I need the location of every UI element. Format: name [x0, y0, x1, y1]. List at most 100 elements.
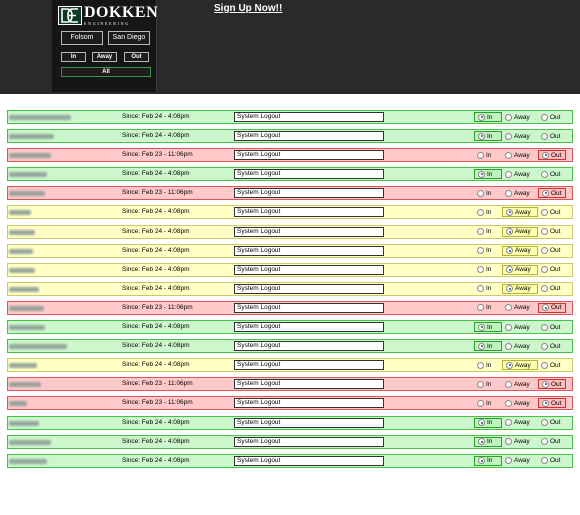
filter-all-button[interactable]: All [61, 67, 151, 77]
status-option-in[interactable]: In [474, 398, 502, 408]
status-message-field[interactable]: System Logout [234, 150, 384, 161]
status-message-field[interactable]: System Logout [234, 417, 384, 428]
radio-button-icon[interactable] [542, 151, 549, 159]
radio-button-icon[interactable] [478, 113, 485, 121]
radio-button-icon[interactable] [541, 438, 548, 446]
status-message-field[interactable]: System Logout [234, 455, 384, 466]
radio-button-icon[interactable] [506, 228, 513, 236]
status-option-away[interactable]: Away [502, 188, 538, 198]
status-option-out[interactable]: Out [538, 456, 566, 466]
status-option-out[interactable]: Out [538, 379, 566, 390]
filter-in-button[interactable]: In [61, 52, 86, 62]
radio-button-icon[interactable] [541, 266, 548, 274]
status-option-away[interactable]: Away [502, 150, 538, 160]
status-option-in[interactable]: In [474, 303, 502, 313]
status-option-away[interactable]: Away [502, 418, 538, 428]
status-option-away[interactable]: Away [502, 112, 538, 122]
radio-button-icon[interactable] [477, 151, 484, 159]
status-option-away[interactable]: Away [502, 437, 538, 447]
status-option-out[interactable]: Out [538, 169, 566, 179]
location-san-diego-button[interactable]: San Diego [108, 31, 150, 45]
radio-button-icon[interactable] [541, 323, 548, 331]
radio-button-icon[interactable] [477, 380, 484, 388]
radio-button-icon[interactable] [506, 361, 513, 369]
radio-button-icon[interactable] [478, 342, 485, 350]
status-option-in[interactable]: In [474, 322, 502, 333]
status-option-out[interactable]: Out [538, 112, 566, 122]
location-folsom-button[interactable]: Folsom [61, 31, 103, 45]
status-message-field[interactable]: System Logout [234, 322, 384, 333]
status-option-in[interactable]: In [474, 436, 502, 447]
status-option-out[interactable]: Out [538, 302, 566, 313]
radio-button-icon[interactable] [505, 132, 512, 140]
status-option-in[interactable]: In [474, 169, 502, 180]
status-option-in[interactable]: In [474, 360, 502, 370]
radio-button-icon[interactable] [542, 304, 549, 312]
status-option-away[interactable]: Away [502, 169, 538, 179]
status-option-in[interactable]: In [474, 112, 502, 122]
radio-button-icon[interactable] [541, 228, 548, 236]
status-option-away[interactable]: Away [502, 456, 538, 466]
radio-button-icon[interactable] [505, 399, 512, 407]
radio-button-icon[interactable] [477, 285, 484, 293]
radio-button-icon[interactable] [477, 228, 484, 236]
status-message-field[interactable]: System Logout [234, 360, 384, 371]
status-option-out[interactable]: Out [538, 284, 566, 294]
status-message-field[interactable]: System Logout [234, 245, 384, 256]
status-option-out[interactable]: Out [538, 207, 566, 217]
radio-button-icon[interactable] [541, 361, 548, 369]
radio-button-icon[interactable] [505, 113, 512, 121]
status-option-in[interactable]: In [474, 417, 502, 428]
status-option-in[interactable]: In [474, 455, 502, 466]
status-option-away[interactable]: Away [502, 303, 538, 313]
status-message-field[interactable]: System Logout [234, 264, 384, 275]
status-message-field[interactable]: System Logout [234, 226, 384, 237]
radio-button-icon[interactable] [541, 419, 548, 426]
radio-button-icon[interactable] [541, 170, 548, 178]
status-message-field[interactable]: System Logout [234, 169, 384, 180]
status-message-field[interactable]: System Logout [234, 302, 384, 313]
radio-button-icon[interactable] [478, 170, 485, 178]
radio-button-icon[interactable] [542, 380, 549, 388]
radio-button-icon[interactable] [478, 457, 485, 465]
radio-button-icon[interactable] [505, 438, 512, 446]
status-option-in[interactable]: In [474, 150, 502, 160]
status-message-field[interactable]: System Logout [234, 112, 384, 122]
status-option-out[interactable]: Out [538, 398, 566, 409]
radio-button-icon[interactable] [477, 399, 484, 407]
radio-button-icon[interactable] [541, 132, 548, 140]
sign-up-link[interactable]: Sign Up Now!! [214, 3, 283, 14]
status-option-in[interactable]: In [474, 207, 502, 217]
status-option-in[interactable]: In [474, 341, 502, 352]
radio-button-icon[interactable] [505, 380, 512, 388]
status-option-away[interactable]: Away [502, 360, 538, 371]
radio-button-icon[interactable] [477, 266, 484, 274]
status-option-in[interactable]: In [474, 227, 502, 237]
status-option-away[interactable]: Away [502, 207, 538, 218]
status-message-field[interactable]: System Logout [234, 283, 384, 294]
radio-button-icon[interactable] [541, 342, 548, 350]
radio-button-icon[interactable] [478, 438, 485, 446]
status-option-away[interactable]: Away [502, 131, 538, 141]
radio-button-icon[interactable] [541, 208, 548, 216]
status-message-field[interactable]: System Logout [234, 436, 384, 447]
status-option-away[interactable]: Away [502, 341, 538, 351]
radio-button-icon[interactable] [477, 189, 484, 197]
radio-button-icon[interactable] [505, 170, 512, 178]
radio-button-icon[interactable] [541, 113, 548, 121]
radio-button-icon[interactable] [506, 285, 513, 293]
radio-button-icon[interactable] [506, 208, 513, 216]
radio-button-icon[interactable] [542, 399, 549, 407]
status-option-away[interactable]: Away [502, 264, 538, 275]
status-option-away[interactable]: Away [502, 283, 538, 294]
radio-button-icon[interactable] [477, 247, 484, 255]
radio-button-icon[interactable] [505, 419, 512, 426]
status-message-field[interactable]: System Logout [234, 341, 384, 352]
radio-button-icon[interactable] [541, 285, 548, 293]
filter-out-button[interactable]: Out [124, 52, 149, 62]
radio-button-icon[interactable] [506, 247, 513, 255]
radio-button-icon[interactable] [505, 323, 512, 331]
status-option-away[interactable]: Away [502, 379, 538, 389]
status-option-away[interactable]: Away [502, 398, 538, 408]
status-option-away[interactable]: Away [502, 245, 538, 256]
